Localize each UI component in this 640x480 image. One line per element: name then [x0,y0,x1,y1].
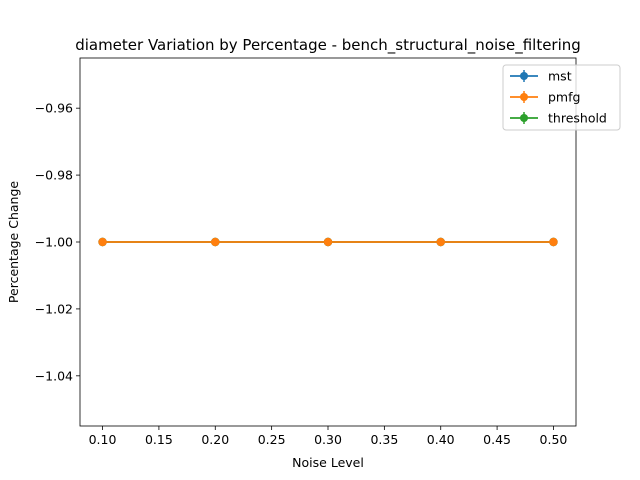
y-tick-label: −0.98 [35,168,73,183]
x-tick-label: 0.30 [314,432,342,447]
x-tick-label: 0.25 [258,432,286,447]
axes-frame [79,57,577,427]
data-point-pmfg [211,237,220,247]
x-tick-label: 0.40 [427,432,455,447]
series-pmfg [98,237,558,247]
y-axis-title: Percentage Change [6,181,21,303]
legend: mst pmfg threshold [502,64,621,131]
x-tick-label: 0.45 [483,432,511,447]
x-tick-label: 0.15 [145,432,173,447]
chart-title: diameter Variation by Percentage - bench… [75,36,581,55]
legend-label-threshold: threshold [548,111,607,126]
legend-label-pmfg: pmfg [548,90,580,105]
plot-area: 0.10 0.15 0.20 0.25 0.30 0.35 0.40 0.45 0.50 −0.9… [35,57,577,447]
data-point-pmfg [98,237,107,247]
legend-marker-mst [520,72,528,80]
data-point-pmfg [436,237,445,247]
x-tick-label: 0.20 [201,432,229,447]
x-tick-label: 0.10 [89,432,117,447]
y-tick-label: −1.02 [35,301,73,316]
x-tick-label: 0.35 [370,432,398,447]
legend-marker-pmfg [520,93,528,101]
data-point-pmfg [323,237,333,247]
y-tick-label: −0.96 [35,101,73,116]
y-tick-label: −1.04 [35,368,73,383]
x-tick-label: 0.50 [540,432,568,447]
legend-marker-threshold [520,114,528,122]
legend-label-mst: mst [548,69,572,84]
data-point-pmfg [549,237,558,247]
x-axis-title: Noise Level [292,455,364,470]
legend-box [502,64,621,131]
y-tick-label: −1.00 [35,235,73,250]
